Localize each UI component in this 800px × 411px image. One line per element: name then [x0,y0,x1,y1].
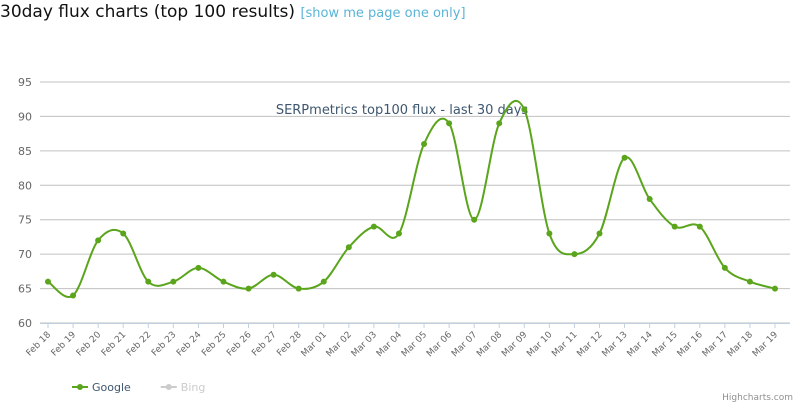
point [521,106,528,113]
y-tick-label: 65 [18,283,32,296]
legend-label: Google [92,381,131,394]
point [471,216,478,223]
point [170,278,177,285]
x-tick-label: Mar 14 [626,330,655,359]
x-tick-label: Feb 27 [250,330,278,358]
point [571,251,578,258]
y-tick-label: 75 [18,214,32,227]
point [245,285,252,292]
legend-marker [77,384,83,390]
point [70,292,77,299]
x-tick-label: Mar 05 [400,330,429,359]
y-tick-label: 80 [18,179,32,192]
x-tick-label: Mar 01 [300,330,329,359]
x-tick-label: Feb 28 [275,330,304,359]
x-tick-label: Mar 02 [325,330,354,359]
legend-item: Google [72,381,131,394]
x-tick-label: Feb 26 [225,330,254,359]
y-tick-label: 70 [18,248,32,261]
credits: Highcharts.com [722,393,793,403]
y-tick-label: 90 [18,110,32,123]
point [546,230,553,237]
point [345,244,352,251]
x-tick-label: Feb 20 [75,330,104,359]
x-tick-label: Mar 19 [751,330,780,359]
x-tick-label: Mar 06 [425,330,454,359]
point [421,140,428,147]
x-tick-label: Mar 11 [550,330,579,359]
point [621,154,628,161]
x-tick-label: Mar 10 [525,330,554,359]
x-tick-label: Mar 15 [651,330,680,359]
x-tick-label: Mar 04 [375,330,404,359]
x-tick-label: Mar 17 [701,330,730,359]
point [721,264,728,271]
legend-marker [165,384,172,390]
point [195,264,202,271]
y-tick-label: 60 [18,317,32,330]
header: 30day flux charts (top 100 results) [sho… [0,2,466,22]
point [95,237,102,244]
point [395,230,402,237]
point [295,285,302,292]
point [596,230,603,237]
x-tick-label: Mar 16 [676,330,705,359]
point [45,278,51,285]
legend-item: Bing [160,381,206,394]
page-title: 30day flux charts (top 100 results) [0,2,296,22]
x-tick-label: Mar 18 [726,330,755,359]
x-tick-label: Feb 22 [125,330,153,358]
x-tick-label: Mar 09 [500,330,529,359]
x-tick-label: Mar 13 [601,330,630,359]
x-tick-label: Feb 25 [200,330,228,358]
point [646,196,653,203]
x-tick-label: Feb 24 [175,330,204,359]
point [746,278,753,285]
chart-title: SERPmetrics top100 flux - last 30 days [276,103,529,118]
point [145,278,152,285]
point [496,120,503,127]
x-tick-label: Mar 08 [475,330,504,359]
y-tick-label: 95 [18,76,32,89]
series-line [47,99,776,298]
x-tick-label: Feb 19 [50,330,79,359]
x-tick-label: Mar 07 [450,330,479,359]
point [320,278,327,285]
point [772,285,778,292]
x-tick-label: Mar 03 [350,330,379,359]
x-tick-label: Feb 21 [100,330,128,358]
y-tick-label: 85 [18,145,32,158]
point [370,223,377,230]
point [220,278,227,285]
point [696,223,703,230]
x-tick-label: Feb 18 [25,330,54,359]
x-tick-label: Mar 12 [575,330,604,359]
x-tick-label: Feb 23 [150,330,178,358]
point [270,271,277,278]
legend-label: Bing [181,381,206,394]
point [446,120,453,127]
page-link[interactable]: [show me page one only] [300,6,466,21]
point [671,223,678,230]
point [120,230,127,237]
